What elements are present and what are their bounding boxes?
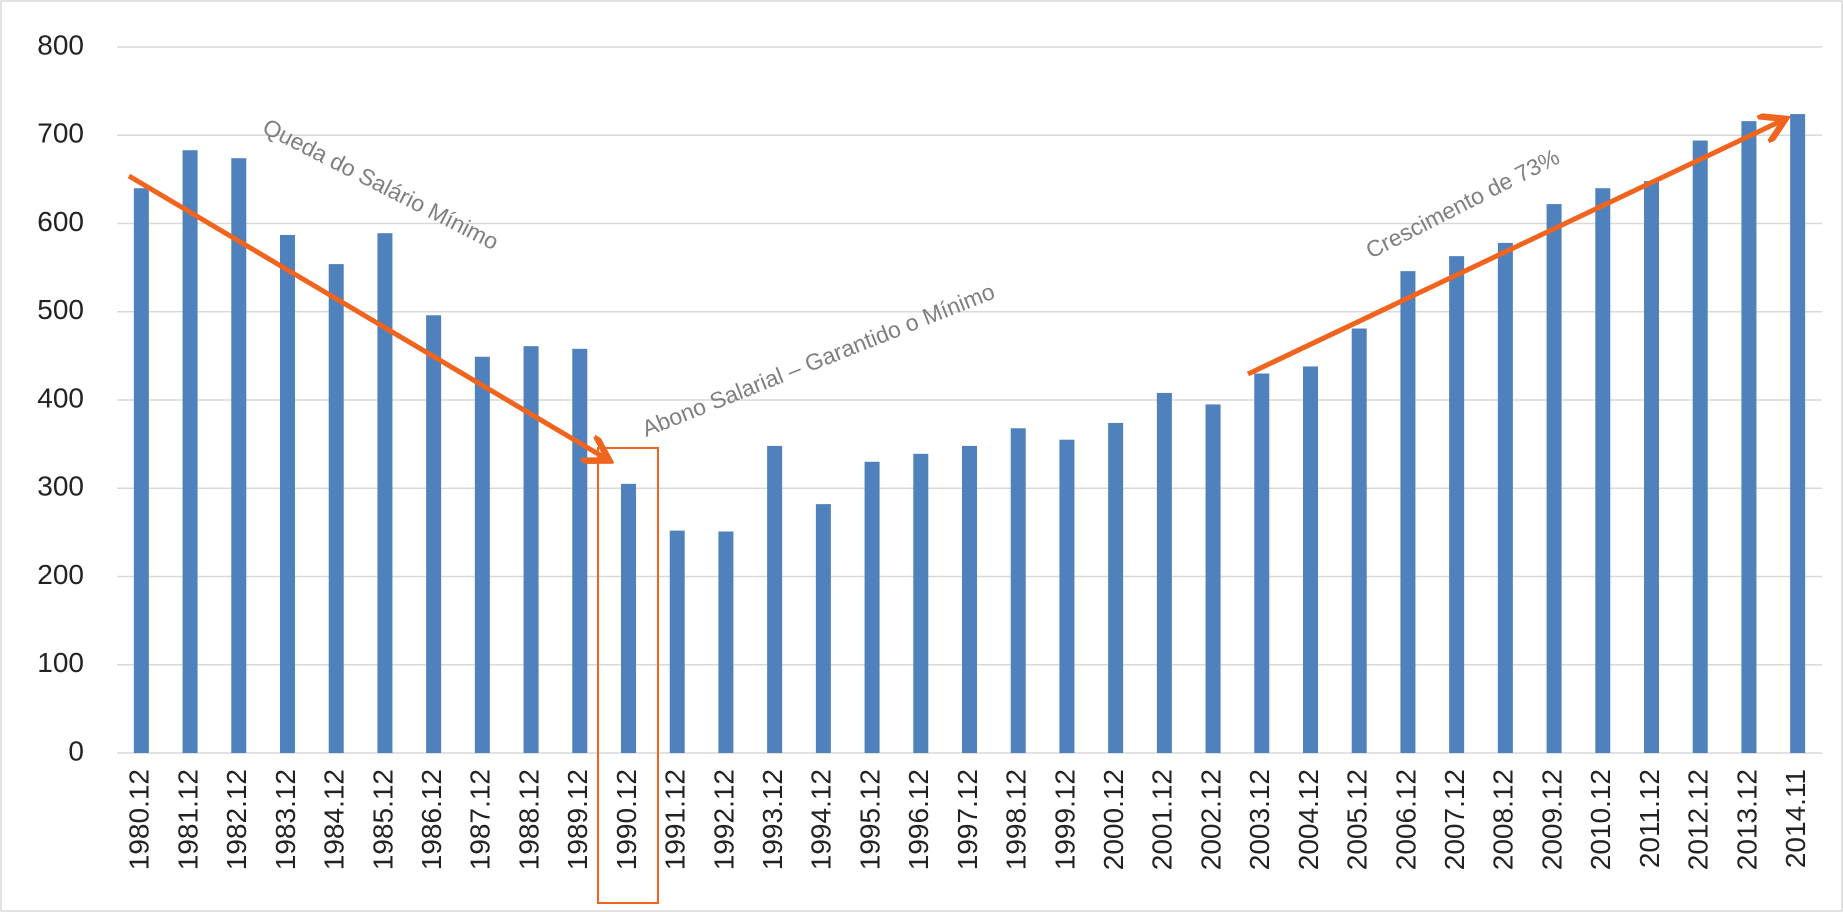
bar [182, 150, 198, 753]
x-tick-label: 1991.12 [660, 769, 691, 870]
x-tick-label: 1981.12 [172, 769, 203, 870]
x-tick-label: 2000.12 [1098, 769, 1129, 870]
x-tick-label: 2005.12 [1342, 769, 1373, 870]
bar [1546, 204, 1562, 753]
highlight-box [597, 447, 659, 904]
x-tick-label: 1986.12 [416, 769, 447, 870]
y-tick-label: 400 [37, 382, 84, 413]
x-tick-label: 2003.12 [1244, 769, 1275, 870]
y-tick-label: 100 [37, 647, 84, 678]
bar [328, 264, 344, 753]
y-tick-label: 800 [37, 29, 84, 60]
x-tick-label: 1985.12 [367, 769, 398, 870]
bar [669, 530, 685, 753]
y-tick-label: 200 [37, 559, 84, 590]
bar [231, 158, 247, 753]
x-tick-label: 1992.12 [708, 769, 739, 870]
x-tick-label: 1989.12 [562, 769, 593, 870]
x-tick-label: 1997.12 [952, 769, 983, 870]
x-tick-label: 2013.12 [1731, 769, 1762, 870]
x-tick-label: 1984.12 [319, 769, 350, 870]
bar [1400, 271, 1416, 753]
plot: 0 100 200 300 400 500 600 700 800 1980.12 1981.12 1… [37, 29, 1822, 870]
y-tick-label: 0 [68, 735, 84, 766]
bar [767, 445, 783, 753]
y-tick-label: 300 [37, 471, 84, 502]
bar [426, 315, 442, 753]
x-tick-label: 1995.12 [854, 769, 885, 870]
bar [1205, 404, 1221, 753]
x-tick-label: 1999.12 [1049, 769, 1080, 870]
bar [864, 461, 880, 753]
bar [1059, 439, 1075, 753]
bar [962, 445, 977, 753]
x-tick-label: 2014.11 [1780, 769, 1811, 868]
bar [1692, 140, 1708, 754]
bar [718, 531, 734, 753]
bar [1010, 428, 1026, 753]
x-tick-label: 1982.12 [221, 769, 252, 870]
x-tick-label: 2011.12 [1634, 769, 1665, 868]
bar [1644, 181, 1659, 753]
bar [1595, 188, 1611, 753]
x-tick-label: 1987.12 [465, 769, 496, 870]
x-tick-label: 1998.12 [1001, 769, 1032, 870]
bar [474, 356, 490, 753]
x-tick-label: 2007.12 [1439, 769, 1470, 870]
bar [1497, 242, 1513, 754]
bar [1254, 373, 1270, 753]
bar [377, 233, 393, 753]
x-tick-label: 1983.12 [270, 769, 301, 870]
x-tick-label: 1994.12 [806, 769, 837, 870]
y-tick-label: 600 [37, 206, 84, 237]
x-tick-label: 1990.12 [611, 769, 642, 870]
bar [1790, 114, 1806, 753]
bar [1108, 422, 1124, 753]
x-tick-label: 1993.12 [757, 769, 788, 870]
bar [572, 348, 588, 753]
trend-arrow [127, 173, 605, 458]
bar [913, 453, 929, 753]
x-tick-label: 2009.12 [1536, 769, 1567, 870]
bar [1156, 392, 1172, 753]
trend-arrow [1246, 121, 1781, 377]
bar [280, 234, 295, 753]
bar [1741, 121, 1757, 753]
bar [523, 346, 539, 753]
x-tick-label: 2012.12 [1683, 769, 1714, 870]
bar [1449, 256, 1465, 753]
bar [133, 188, 149, 753]
x-tick-label: 1988.12 [513, 769, 544, 870]
x-tick-label: 1980.12 [124, 769, 155, 870]
y-tick-label: 500 [37, 294, 84, 325]
x-tick-label: 2001.12 [1147, 769, 1178, 870]
x-tick-label: 2008.12 [1488, 769, 1519, 870]
bar [815, 504, 831, 753]
x-tick-label: 2004.12 [1293, 769, 1324, 870]
bar [621, 483, 636, 753]
x-tick-label: 1996.12 [903, 769, 934, 870]
bar [1303, 366, 1318, 753]
bar [1351, 328, 1367, 753]
x-tick-label: 2010.12 [1585, 769, 1616, 870]
x-tick-label: 2002.12 [1195, 769, 1226, 870]
y-tick-label: 700 [37, 118, 84, 149]
x-tick-label: 2006.12 [1390, 769, 1421, 870]
